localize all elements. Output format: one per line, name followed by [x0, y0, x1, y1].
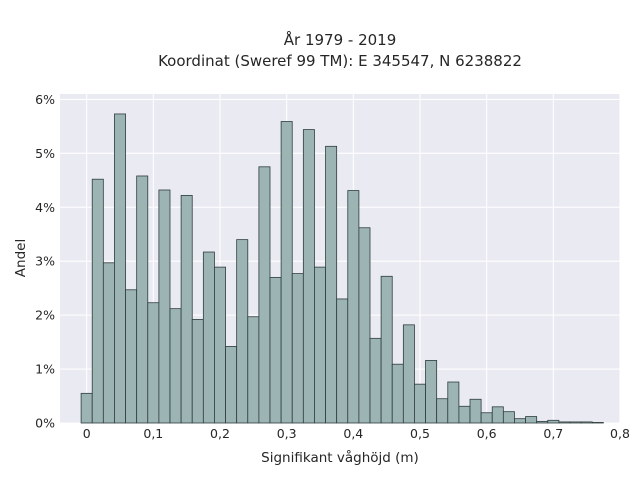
histogram-bar [414, 383, 426, 424]
histogram-bar [136, 175, 149, 424]
y-tick-label: 5% [35, 146, 55, 161]
histogram-bar [314, 266, 326, 424]
histogram-bar [202, 251, 215, 424]
histogram-bar [447, 381, 460, 424]
y-tick-label: 1% [35, 362, 55, 377]
x-tick-label: 0,5 [410, 426, 430, 441]
histogram-bar [280, 121, 293, 424]
x-tick-label: 0,4 [343, 426, 363, 441]
histogram-bar [558, 421, 571, 424]
histogram-bar [425, 360, 438, 424]
histogram-bar [291, 273, 304, 424]
histogram-bar [391, 363, 404, 424]
chart-title: År 1979 - 2019 [284, 30, 397, 49]
histogram-bar [125, 289, 138, 424]
histogram-bar [325, 145, 338, 424]
histogram-bar [147, 302, 160, 424]
x-tick-label: 0 [83, 426, 91, 441]
x-tick-label: 0,8 [610, 426, 630, 441]
x-tick-label: 0,3 [277, 426, 297, 441]
histogram-bar [102, 262, 115, 424]
y-tick-label: 4% [35, 200, 55, 215]
histogram-bar [369, 337, 382, 424]
histogram-bar [225, 346, 238, 424]
histogram-bar [180, 194, 193, 424]
histogram-bar [514, 418, 526, 424]
histogram-bar [80, 392, 93, 424]
x-tick-label: 0,6 [477, 426, 497, 441]
y-tick-label: 0% [35, 416, 55, 431]
histogram-bar [91, 178, 104, 424]
x-tick-label: 0,7 [543, 426, 563, 441]
histogram-bar [336, 298, 349, 424]
histogram-bar [547, 419, 560, 424]
histogram-bar [502, 411, 515, 424]
histogram-bar [358, 227, 371, 424]
histogram-bar [480, 412, 493, 424]
x-tick-label: 0,1 [143, 426, 163, 441]
histogram-bar [525, 416, 538, 424]
histogram-bar [247, 316, 260, 424]
x-tick-label: 0,2 [210, 426, 230, 441]
histogram-bar [580, 421, 593, 424]
y-tick-label: 3% [35, 254, 55, 269]
histogram-bar [402, 324, 415, 424]
histogram-bar [191, 319, 204, 424]
histogram-bar [169, 308, 182, 424]
histogram-bar [258, 166, 271, 424]
histogram-bar [569, 421, 582, 424]
histogram-bar [536, 420, 549, 424]
histogram-bar [269, 276, 282, 424]
histogram-bar [469, 398, 482, 424]
histogram-bar [436, 398, 449, 424]
histogram-bar [491, 406, 504, 424]
x-axis-label: Signifikant våghöjd (m) [261, 449, 419, 466]
histogram-bar [236, 239, 249, 424]
bars [80, 113, 604, 424]
y-tick-label: 2% [35, 308, 55, 323]
chart-subtitle: Koordinat (Sweref 99 TM): E 345547, N 62… [158, 52, 522, 70]
histogram-bar [380, 275, 393, 424]
histogram-bar [458, 405, 471, 424]
histogram-bar [158, 189, 171, 424]
histogram-bar [591, 422, 604, 424]
y-tick-label: 6% [35, 92, 55, 107]
histogram-bar [302, 129, 315, 424]
histogram-bar [214, 266, 226, 424]
histogram-bar [347, 190, 360, 424]
tick-labels: 0 0,1 0,2 0,3 0,4 0,5 0,6 0,7 0,8 0% 1% 2% 3% 4% 5% 6% [35, 92, 630, 441]
y-axis-label: Andel [13, 239, 29, 277]
histogram-bar [114, 113, 126, 424]
